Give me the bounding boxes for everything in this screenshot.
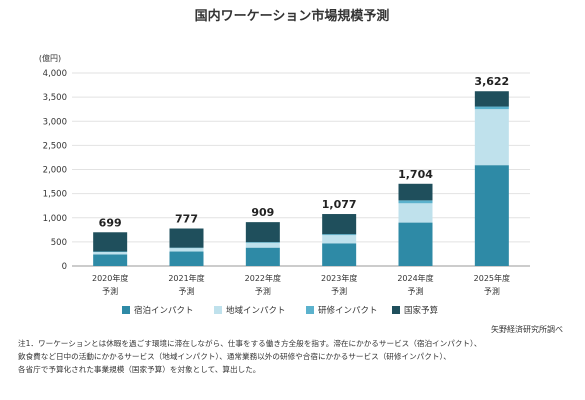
bar-segment [169,228,204,248]
bar-segment [245,247,280,266]
legend-label: 研修インパクト [318,305,378,316]
bar-total-label: 777 [175,213,198,226]
bar-segment [474,109,509,166]
bar-total-label: 909 [251,206,274,219]
x-tick-label: 2021年度 [168,273,204,283]
footnote-line: 注1．ワーケーションとは休暇を過ごす環境に滞在しながら、仕事をする働き方全般を指… [18,339,482,348]
bar-segment [322,234,357,236]
x-tick-label: 予測 [408,286,424,296]
bar-segment [474,91,509,107]
bar-segment [93,232,128,252]
y-tick-label: 4,000 [43,69,67,79]
bar-segment [245,242,280,248]
y-tick-label: 0 [62,262,67,272]
y-tick-label: 1,500 [43,190,67,200]
bar-segment [322,243,357,266]
chart-title: 国内ワーケーション市場規模予測 [195,8,390,24]
y-tick-label: 500 [51,238,67,248]
bar-chart: 国内ワーケーション市場規模予測 (億円) 0 500 1,000 1,500 2,000… [39,8,530,316]
bar-total-label: 1,704 [398,168,433,181]
legend-swatch [122,306,130,314]
y-axis-unit: (億円) [39,53,61,63]
legend-label: 国家予算 [404,305,439,316]
bar-total-label: 1,077 [322,198,357,211]
y-tick-label: 1,000 [43,214,67,224]
footnotes: 注1．ワーケーションとは休暇を過ごす環境に滞在しながら、仕事をする働き方全般を指… [18,337,578,376]
bar-segment [93,252,128,255]
bar-total-label: 699 [99,216,122,229]
bar-segment [474,165,509,266]
x-tick-label: 予測 [331,286,347,296]
legend-swatch [392,306,400,314]
bar-segment [322,214,357,235]
bar-segment [245,222,280,243]
legend-swatch [306,306,314,314]
x-tick-label: 2023年度 [321,273,357,283]
y-tick-label: 3,500 [43,93,67,103]
bar-segment [245,242,280,243]
bar-segment [398,203,433,223]
bar-segment [474,106,509,110]
bar-segment [93,254,128,266]
x-tick-label: 予測 [102,286,118,296]
bar-segment [169,248,204,252]
x-tick-label: 2020年度 [92,273,128,283]
bar-segment [398,183,433,201]
x-tick-label: 予測 [255,286,271,296]
footnote-line: 各省庁で予算化された事業規模（国家予算）を対象として、算出した。 [18,365,261,374]
y-tick-label: 2,000 [43,166,67,176]
footnote-line: 飲食費など日中の活動にかかるサービス（地域インパクト）、通常業務以外の研修や合宿… [18,352,451,361]
bar-segment [398,200,433,204]
legend-label: 地域インパクト [226,305,286,316]
legend-label: 宿泊インパクト [134,305,194,316]
bar-segment [322,235,357,244]
x-tick-label: 2024年度 [397,273,433,283]
legend-swatch [214,306,222,314]
x-tick-label: 予測 [484,286,500,296]
bar-segment [398,222,433,266]
x-tick-label: 予測 [179,286,195,296]
y-tick-label: 3,000 [43,117,67,127]
y-tick-label: 2,500 [43,141,67,151]
bar-segment [169,251,204,266]
bar-total-label: 3,622 [474,75,509,88]
source-credit: 矢野経済研究所調べ [491,325,563,334]
x-tick-label: 2025年度 [474,273,510,283]
x-tick-label: 2022年度 [245,273,281,283]
